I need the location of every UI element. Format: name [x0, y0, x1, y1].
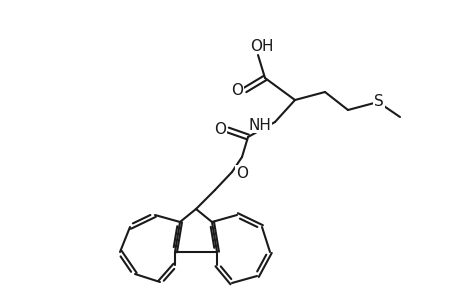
Text: OH: OH	[250, 38, 273, 53]
Text: NH: NH	[247, 118, 270, 133]
Text: S: S	[373, 94, 383, 109]
Text: O: O	[235, 166, 247, 181]
Text: O: O	[213, 122, 225, 136]
Text: O: O	[230, 82, 242, 98]
